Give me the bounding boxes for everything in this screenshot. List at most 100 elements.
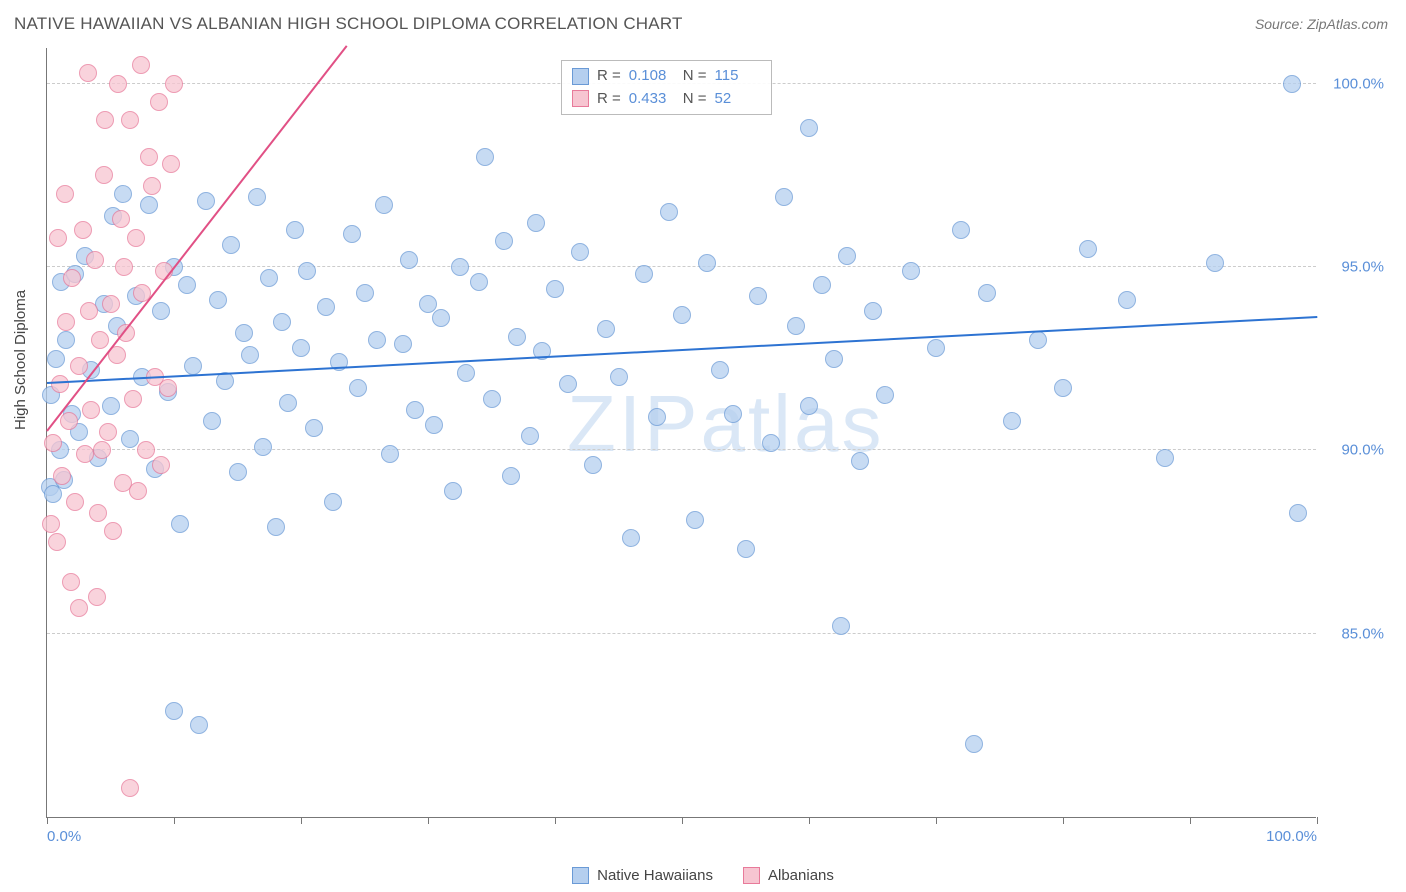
legend-stats-row: R =0.433N =52: [572, 88, 761, 111]
data-point: [286, 221, 304, 239]
data-point: [864, 302, 882, 320]
data-point: [349, 379, 367, 397]
data-point: [152, 456, 170, 474]
data-point: [1206, 254, 1224, 272]
x-tick-label-left: 0.0%: [47, 828, 81, 845]
data-point: [159, 379, 177, 397]
data-point: [965, 735, 983, 753]
data-point: [137, 441, 155, 459]
data-point: [171, 515, 189, 533]
data-point: [184, 357, 202, 375]
data-point: [140, 196, 158, 214]
chart-header: NATIVE HAWAIIAN VS ALBANIAN HIGH SCHOOL …: [0, 0, 1406, 44]
data-point: [305, 419, 323, 437]
data-point: [838, 247, 856, 265]
legend-item-label: Native Hawaiians: [597, 867, 713, 884]
data-point: [483, 390, 501, 408]
legend-r-label: R =: [597, 65, 621, 88]
data-point: [368, 331, 386, 349]
data-point: [298, 262, 316, 280]
data-point: [851, 452, 869, 470]
legend-n-value: 115: [715, 65, 761, 88]
x-tick-label-right: 100.0%: [1266, 828, 1317, 845]
data-point: [527, 214, 545, 232]
data-point: [356, 284, 374, 302]
data-point: [62, 573, 80, 591]
legend-n-label: N =: [683, 88, 707, 111]
x-tick: [682, 817, 683, 824]
data-point: [686, 511, 704, 529]
data-point: [197, 192, 215, 210]
data-point: [53, 467, 71, 485]
data-point: [57, 313, 75, 331]
data-point: [673, 306, 691, 324]
data-point: [495, 232, 513, 250]
data-point: [559, 375, 577, 393]
legend-bottom: Native Hawaiians Albanians: [0, 867, 1406, 884]
legend-swatch: [572, 68, 589, 85]
chart-title: NATIVE HAWAIIAN VS ALBANIAN HIGH SCHOOL …: [14, 14, 683, 34]
data-point: [470, 273, 488, 291]
y-tick-label: 90.0%: [1324, 442, 1384, 459]
data-point: [279, 394, 297, 412]
data-point: [44, 434, 62, 452]
data-point: [63, 269, 81, 287]
data-point: [444, 482, 462, 500]
data-point: [229, 463, 247, 481]
data-point: [635, 265, 653, 283]
data-point: [432, 309, 450, 327]
gridline-h: [47, 633, 1316, 634]
data-point: [109, 75, 127, 93]
x-tick: [301, 817, 302, 824]
chart-source: Source: ZipAtlas.com: [1255, 16, 1388, 32]
data-point: [787, 317, 805, 335]
data-point: [648, 408, 666, 426]
data-point: [724, 405, 742, 423]
legend-item: Albanians: [743, 867, 834, 884]
data-point: [99, 423, 117, 441]
data-point: [267, 518, 285, 536]
y-tick-label: 95.0%: [1324, 259, 1384, 276]
data-point: [115, 258, 133, 276]
data-point: [121, 111, 139, 129]
data-point: [51, 375, 69, 393]
data-point: [178, 276, 196, 294]
data-point: [343, 225, 361, 243]
data-point: [70, 357, 88, 375]
data-point: [1003, 412, 1021, 430]
data-point: [978, 284, 996, 302]
data-point: [96, 111, 114, 129]
legend-stats: R =0.108N =115R =0.433N =52: [561, 60, 772, 115]
legend-stats-row: R =0.108N =115: [572, 65, 761, 88]
data-point: [457, 364, 475, 382]
data-point: [1289, 504, 1307, 522]
data-point: [86, 251, 104, 269]
data-point: [140, 148, 158, 166]
legend-item: Native Hawaiians: [572, 867, 713, 884]
data-point: [273, 313, 291, 331]
data-point: [1029, 331, 1047, 349]
data-point: [1156, 449, 1174, 467]
data-point: [80, 302, 98, 320]
x-tick: [1190, 817, 1191, 824]
data-point: [165, 75, 183, 93]
data-point: [95, 166, 113, 184]
data-point: [597, 320, 615, 338]
data-point: [91, 331, 109, 349]
data-point: [375, 196, 393, 214]
legend-swatch: [572, 867, 589, 884]
data-point: [121, 779, 139, 797]
legend-swatch: [743, 867, 760, 884]
data-point: [82, 401, 100, 419]
data-point: [425, 416, 443, 434]
data-point: [209, 291, 227, 309]
data-point: [104, 522, 122, 540]
data-point: [571, 243, 589, 261]
data-point: [88, 588, 106, 606]
data-point: [89, 504, 107, 522]
data-point: [762, 434, 780, 452]
legend-n-value: 52: [715, 88, 761, 111]
data-point: [248, 188, 266, 206]
data-point: [584, 456, 602, 474]
data-point: [521, 427, 539, 445]
